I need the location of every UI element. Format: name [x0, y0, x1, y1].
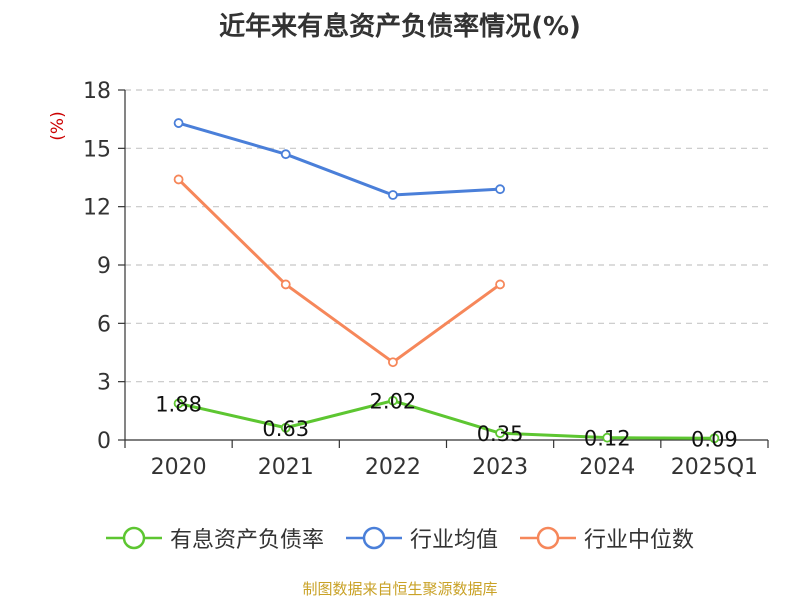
legend-marker-circle-icon — [520, 526, 576, 550]
y-axis-label: (%) — [48, 111, 68, 140]
series-line-2 — [177, 178, 501, 364]
data-label: 1.88 — [155, 392, 202, 416]
data-label: 0.35 — [477, 422, 524, 446]
y-tick-label: 15 — [83, 137, 111, 162]
legend-label: 行业中位数 — [584, 528, 695, 553]
data-point-1 — [173, 118, 184, 128]
x-tick-label: 2024 — [579, 455, 635, 480]
series-line-1 — [178, 121, 501, 197]
x-tick-label: 2025Q1 — [671, 455, 758, 480]
legend-label: 有息资产负债率 — [169, 528, 324, 553]
chart-title: 近年来有息资产负债率情况(%) — [219, 12, 581, 42]
data-label: 0.12 — [584, 427, 631, 451]
x-tick-label: 2022 — [365, 455, 421, 480]
y-tick-label: 3 — [97, 371, 111, 396]
legend-marker-circle-icon — [345, 526, 402, 550]
y-tick-label: 18 — [83, 79, 111, 104]
data-point-0 — [495, 428, 505, 439]
legend: 有息资产负债率 行业均值 行业中位数 — [0, 518, 800, 558]
y-tick-label: 9 — [97, 254, 111, 279]
data-point-2 — [173, 174, 184, 185]
x-tick-label: 2021 — [258, 455, 314, 480]
data-point-0 — [388, 395, 398, 406]
data-point-0 — [709, 433, 720, 444]
legend-label: 行业均值 — [409, 528, 498, 553]
source-note: 制图数据来自恒生聚源数据库 — [302, 580, 498, 598]
data-point-0 — [173, 398, 184, 409]
y-tick-label: 6 — [97, 312, 111, 337]
data-point-0 — [602, 432, 613, 443]
data-point-1 — [280, 149, 291, 160]
y-tick-label: 12 — [83, 196, 111, 221]
legend-item-1[interactable]: 行业均值 — [345, 522, 498, 554]
data-point-1 — [495, 184, 505, 195]
legend-item-2[interactable]: 行业中位数 — [520, 522, 694, 554]
data-point-1 — [388, 190, 398, 200]
series-line-0 — [178, 399, 715, 440]
data-label: 0.63 — [262, 417, 309, 441]
legend-item-0[interactable]: 有息资产负债率 — [105, 522, 324, 554]
data-label: 2.02 — [370, 390, 417, 414]
y-tick-label: 0 — [97, 429, 111, 454]
data-point-2 — [280, 279, 291, 290]
data-point-2 — [495, 279, 505, 290]
x-tick-label: 2023 — [472, 455, 528, 480]
data-point-2 — [388, 357, 398, 368]
x-tick-label: 2020 — [151, 455, 207, 480]
data-point-0 — [280, 422, 291, 433]
legend-marker-circle-icon — [105, 526, 162, 550]
data-label: 0.09 — [691, 427, 738, 451]
